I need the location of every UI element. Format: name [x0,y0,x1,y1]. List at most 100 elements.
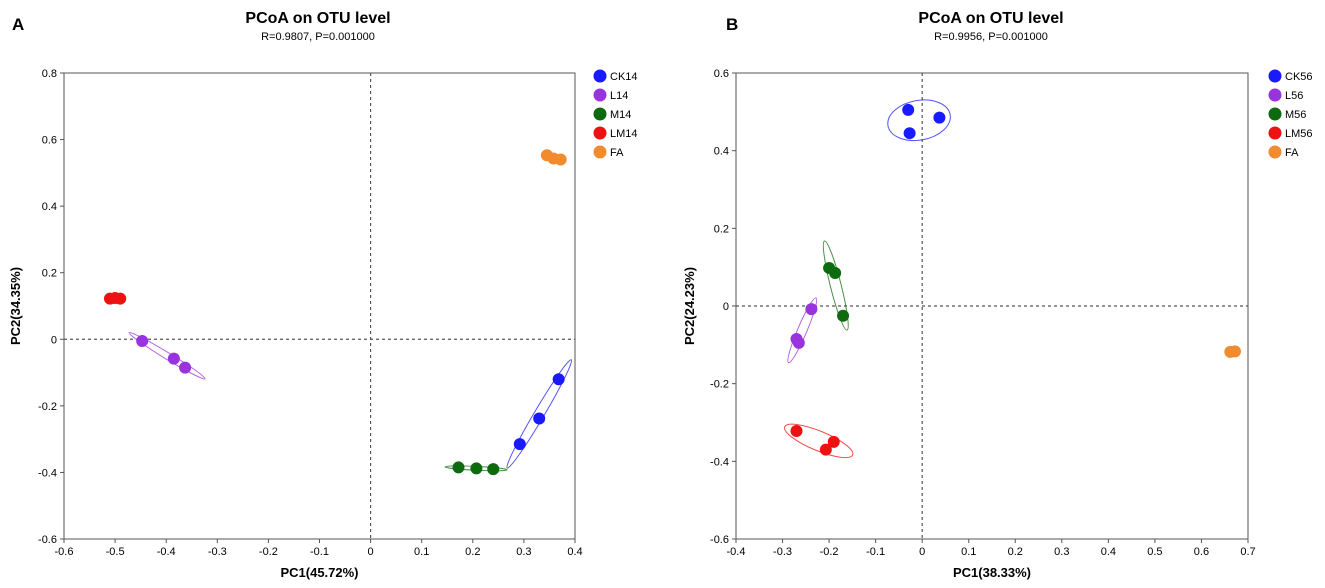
chart-subtitle: R=0.9956, P=0.001000 [934,31,1048,43]
data-point [933,111,946,124]
series-m14 [444,461,508,476]
x-tick-label: 0.1 [961,546,976,558]
x-tick-label: -0.3 [208,546,227,558]
series-lm14 [103,292,127,305]
legend-marker [593,145,607,159]
data-point [533,412,546,425]
x-tick-label: 0.6 [1194,546,1209,558]
legend-label: FA [1285,147,1299,159]
x-tick-label: -0.1 [866,546,885,558]
y-tick-label: 0.8 [42,68,57,80]
data-point [819,443,832,456]
legend-label: M14 [610,109,631,121]
legend-marker [1268,126,1282,140]
series-fa [1224,345,1241,358]
x-tick-label: -0.3 [773,546,792,558]
legend-marker [1268,145,1282,159]
x-tick-label: 0.3 [1054,546,1069,558]
data-point [513,438,526,451]
chart-title: PCoA on OTU level [245,10,390,27]
data-point [903,127,916,140]
y-axis-label: PC2(24.23%) [682,267,697,345]
x-tick-label: 0.2 [1008,546,1023,558]
data-point [829,266,842,279]
y-tick-label: 0.4 [42,201,57,213]
x-tick-label: 0.4 [567,546,582,558]
data-point [805,303,818,316]
legend-label: CK14 [610,71,638,83]
x-tick-label: 0 [368,546,374,558]
series-l14 [128,331,206,380]
legend-label: LM56 [1285,128,1313,140]
legend-label: L14 [610,90,628,102]
data-point [179,361,192,374]
y-tick-label: 0.6 [42,135,57,147]
legend-marker [1268,107,1282,121]
x-tick-label: -0.4 [157,546,176,558]
legend-marker [593,107,607,121]
legend-label: L56 [1285,90,1303,102]
y-tick-label: -0.6 [710,534,729,546]
confidence-ellipse [822,240,849,331]
legend-label: CK56 [1285,71,1313,83]
series-fa [540,149,567,166]
x-axis-label: PC1(38.33%) [953,565,1031,580]
confidence-ellipse [787,297,818,364]
x-axis-label: PC1(45.72%) [280,565,358,580]
panel-letter: A [12,15,24,34]
y-tick-label: -0.4 [38,467,57,479]
x-tick-label: -0.4 [727,546,746,558]
x-tick-label: -0.2 [820,546,839,558]
confidence-ellipse [128,331,206,380]
x-tick-label: -0.6 [55,546,74,558]
x-tick-label: -0.2 [259,546,278,558]
data-point [554,153,567,166]
data-point [837,309,850,322]
x-tick-label: 0.7 [1240,546,1255,558]
chart-title: PCoA on OTU level [918,10,1063,27]
y-axis-label: PC2(34.35%) [8,267,23,345]
series-lm56 [784,423,854,459]
x-tick-label: 0.3 [516,546,531,558]
legend-marker [593,126,607,140]
panel-b: B PCoA on OTU level R=0.9956, P=0.001000 -0… [682,10,1313,580]
data-point [902,103,915,116]
x-tick-label: 0.2 [465,546,480,558]
y-tick-label: -0.2 [38,401,57,413]
legend-label: M56 [1285,109,1306,121]
x-tick-label: 0 [919,546,925,558]
legend-label: LM14 [610,128,638,140]
data-point [792,336,805,349]
confidence-ellipse [784,423,854,459]
series-ck56 [887,99,951,142]
x-tick-label: -0.1 [310,546,329,558]
chart-subtitle: R=0.9807, P=0.001000 [261,31,375,43]
y-tick-label: 0 [723,301,729,313]
series-m56 [822,240,850,331]
data-point [487,463,500,476]
series-ck14 [506,359,573,469]
data-point [136,334,149,347]
data-point [827,435,840,448]
data-point [167,352,180,365]
x-tick-label: 0.4 [1101,546,1116,558]
data-point [790,425,803,438]
y-tick-label: -0.6 [38,534,57,546]
legend-label: FA [610,147,624,159]
x-tick-label: 0.5 [1147,546,1162,558]
data-point [470,462,483,475]
y-tick-label: -0.2 [710,379,729,391]
legend-marker [593,88,607,102]
legend-marker [593,69,607,83]
data-point [1228,345,1241,358]
data-point [552,373,565,386]
series-l56 [787,297,818,364]
y-tick-label: 0 [51,334,57,346]
x-tick-label: 0.1 [414,546,429,558]
panel-a: A PCoA on OTU level R=0.9807, P=0.001000 -0… [8,10,638,580]
data-point [452,461,465,474]
legend-marker [1268,69,1282,83]
y-tick-label: 0.4 [714,146,729,158]
y-tick-label: -0.4 [710,456,729,468]
